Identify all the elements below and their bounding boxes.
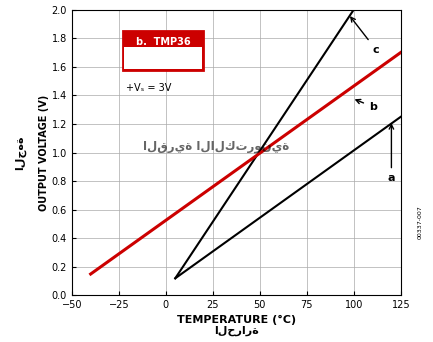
FancyBboxPatch shape bbox=[124, 47, 202, 69]
Text: الجهة: الجهة bbox=[15, 135, 26, 170]
Text: 00337-007: 00337-007 bbox=[417, 206, 423, 239]
Text: c: c bbox=[351, 17, 379, 55]
FancyBboxPatch shape bbox=[123, 31, 204, 69]
Y-axis label: OUTPUT VOLTAGE (V): OUTPUT VOLTAGE (V) bbox=[39, 94, 49, 211]
Text: a: a bbox=[388, 125, 395, 183]
Text: b: b bbox=[356, 100, 377, 112]
Text: القرية الالكترونية: القرية الالكترونية bbox=[143, 140, 290, 153]
Text: b.  TMP36: b. TMP36 bbox=[136, 37, 191, 47]
X-axis label: TEMPERATURE (°C)
الحرارة: TEMPERATURE (°C) الحرارة bbox=[177, 315, 296, 337]
Text: +Vₛ = 3V: +Vₛ = 3V bbox=[126, 83, 171, 93]
